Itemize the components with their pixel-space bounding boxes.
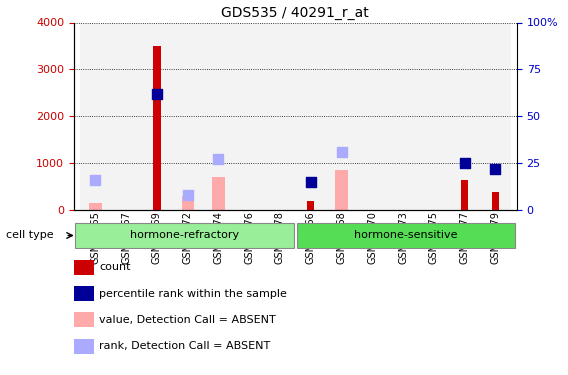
Bar <box>326 22 357 210</box>
Bar <box>461 180 468 210</box>
Bar <box>111 22 141 210</box>
Bar <box>419 22 449 210</box>
Bar <box>265 22 295 210</box>
Text: cell type: cell type <box>6 231 53 240</box>
Bar <box>80 22 111 210</box>
Text: value, Detection Call = ABSENT: value, Detection Call = ABSENT <box>99 315 276 325</box>
Bar <box>449 22 480 210</box>
Bar <box>297 223 515 248</box>
Bar <box>234 22 265 210</box>
Bar <box>141 22 172 210</box>
Point <box>306 179 315 185</box>
Text: hormone-refractory: hormone-refractory <box>130 230 239 240</box>
Text: rank, Detection Call = ABSENT: rank, Detection Call = ABSENT <box>99 341 270 351</box>
Bar <box>307 201 315 210</box>
Point <box>152 91 161 97</box>
Title: GDS535 / 40291_r_at: GDS535 / 40291_r_at <box>222 6 369 20</box>
Bar <box>387 22 419 210</box>
Text: count: count <box>99 262 131 272</box>
Point <box>183 192 192 198</box>
Bar <box>203 22 234 210</box>
Point <box>460 160 469 166</box>
Text: hormone-sensitive: hormone-sensitive <box>354 230 458 240</box>
Bar <box>335 170 348 210</box>
Point <box>337 149 346 155</box>
Text: percentile rank within the sample: percentile rank within the sample <box>99 289 287 298</box>
Bar <box>182 196 194 210</box>
Bar <box>89 203 102 210</box>
Bar <box>212 177 224 210</box>
Bar <box>357 22 387 210</box>
Bar <box>492 192 499 210</box>
Bar <box>295 22 326 210</box>
Point <box>491 166 500 172</box>
Point <box>91 177 100 183</box>
Point <box>214 156 223 162</box>
Bar <box>480 22 511 210</box>
Bar <box>76 223 294 248</box>
Bar <box>153 46 161 210</box>
Bar <box>172 22 203 210</box>
